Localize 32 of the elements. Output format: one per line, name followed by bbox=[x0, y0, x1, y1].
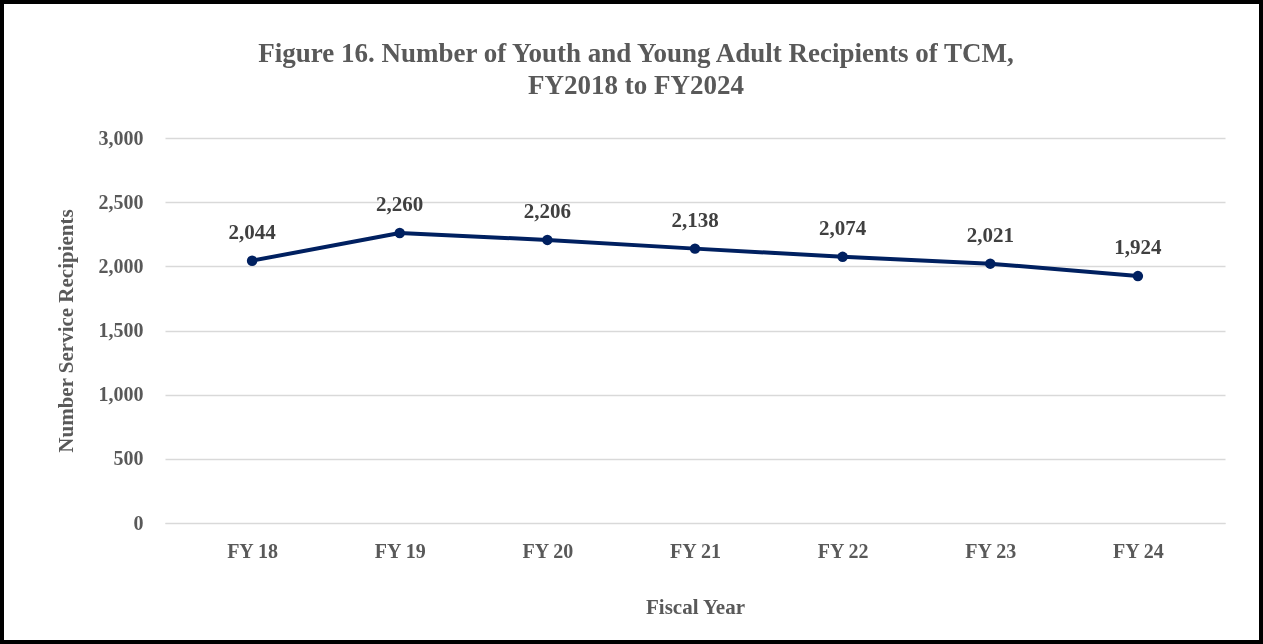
y-tick-label: 2,500 bbox=[98, 190, 144, 213]
y-tick-label: 2,000 bbox=[98, 254, 144, 277]
y-tick-label: 0 bbox=[133, 511, 144, 534]
point bbox=[542, 234, 553, 246]
data-label: 2,260 bbox=[376, 191, 424, 216]
x-tick-label: FY 21 bbox=[670, 539, 721, 562]
x-tick-label: FY 20 bbox=[522, 539, 574, 562]
text: Figure 16. Number of Youth and Young Adult Recipients of TCM, bbox=[258, 38, 1014, 68]
y-tick-label: 500 bbox=[113, 447, 144, 470]
y-tick-label: 3,000 bbox=[98, 126, 144, 149]
x-tick-label: FY 18 bbox=[227, 539, 279, 562]
data-label: 2,021 bbox=[966, 222, 1014, 247]
data-label: 2,138 bbox=[671, 207, 719, 232]
x-tick-label: FY 24 bbox=[1112, 539, 1164, 562]
x-tick-label: FY 22 bbox=[817, 539, 869, 562]
point bbox=[689, 243, 701, 254]
x-tick-label: FY 19 bbox=[374, 539, 426, 562]
point bbox=[246, 255, 258, 266]
text: FY2018 to FY2024 bbox=[528, 70, 744, 100]
x-axis-title: Fiscal Year bbox=[646, 594, 745, 619]
data-label: 1,924 bbox=[1114, 235, 1163, 260]
point bbox=[394, 227, 405, 239]
y-tick-label: 1,500 bbox=[98, 319, 144, 341]
data-label: 2,206 bbox=[523, 198, 571, 223]
point bbox=[837, 251, 848, 263]
point bbox=[1132, 270, 1144, 282]
data-label: 2,044 bbox=[228, 219, 277, 244]
data-label: 2,074 bbox=[819, 215, 867, 240]
y-tick-label: 1,000 bbox=[98, 383, 144, 406]
point bbox=[985, 258, 996, 269]
x-tick-label: FY 23 bbox=[965, 539, 1017, 562]
y-axis-title: Number Service Recipients bbox=[53, 209, 78, 453]
